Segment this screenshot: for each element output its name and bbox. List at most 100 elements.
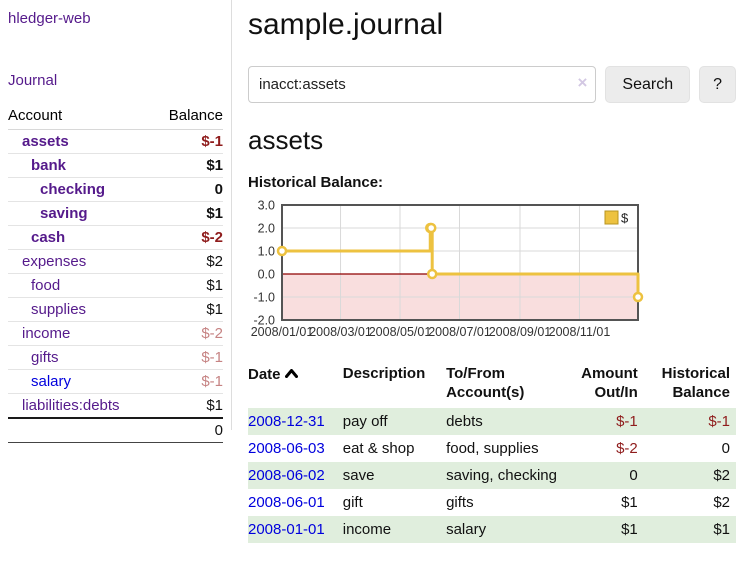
transaction-date-link[interactable]: 2008-01-01 [248, 521, 325, 538]
clear-search-icon[interactable]: × [577, 73, 588, 92]
main-content: sample.journal × Search ? assets Histori… [248, 0, 742, 543]
accounts-total-row: 0 [8, 417, 223, 443]
account-link[interactable]: assets [22, 133, 69, 150]
account-row: gifts $-1 [8, 345, 223, 370]
account-balance: $-2 [152, 321, 223, 346]
account-balance: $-1 [152, 345, 223, 370]
account-row: salary $-1 [8, 369, 223, 394]
transaction-balance: $1 [713, 521, 730, 538]
transaction-description: save [342, 467, 375, 484]
accounts-col-account: Account [8, 104, 153, 130]
transaction-row: 2008-01-01 income salary $1 $1 [248, 516, 736, 543]
transaction-date-link[interactable]: 2008-06-03 [248, 440, 325, 457]
transaction-balance: $-1 [708, 413, 730, 430]
transaction-date-link[interactable]: 2008-06-01 [248, 494, 325, 511]
svg-text:2008/05/01: 2008/05/01 [369, 325, 432, 339]
historical-balance-chart: $3.0 2.0 1.0 0.0 -1.0 -2.0 2008/01/01 2008/03/0… [248, 199, 736, 347]
account-link[interactable]: supplies [31, 301, 87, 318]
search-form: × Search ? [248, 66, 736, 103]
account-balance: $1 [152, 393, 223, 418]
account-row: income $-2 [8, 321, 223, 346]
account-link[interactable]: food [31, 277, 61, 294]
sidebar-item-journal[interactable]: Journal [8, 72, 58, 89]
sort-ascending-icon [284, 364, 298, 383]
register-col-balance: Historical Balance [661, 365, 730, 401]
transaction-description: eat & shop [342, 440, 415, 457]
account-link[interactable]: income [22, 325, 71, 342]
transaction-row: 2008-12-31 pay off debts $-1 $-1 [248, 408, 736, 435]
transaction-accounts: food, supplies [446, 440, 539, 457]
transaction-amount: 0 [629, 467, 638, 484]
register-col-accounts: To/From Account(s) [446, 365, 525, 401]
search-button[interactable]: Search [605, 66, 691, 103]
svg-text:$: $ [621, 211, 629, 226]
transaction-row: 2008-06-01 gift gifts $1 $2 [248, 489, 736, 516]
account-balance: $-2 [152, 225, 223, 250]
transaction-accounts: gifts [446, 494, 474, 511]
account-row: assets $-1 [8, 130, 223, 154]
transaction-description: pay off [342, 413, 388, 430]
account-link[interactable]: checking [40, 181, 106, 198]
account-link[interactable]: saving [40, 205, 88, 222]
transaction-row: 2008-06-02 save saving, checking 0 $2 [248, 462, 736, 489]
help-button[interactable]: ? [699, 66, 736, 103]
account-balance: $-1 [201, 133, 223, 150]
account-row: liabilities:debts $1 [8, 393, 223, 418]
svg-text:2.0: 2.0 [258, 222, 275, 236]
account-balance: $1 [152, 201, 223, 226]
account-link[interactable]: cash [31, 229, 66, 246]
transaction-accounts: debts [446, 413, 483, 430]
svg-text:-1.0: -1.0 [253, 291, 275, 305]
account-row: expenses $2 [8, 249, 223, 274]
transaction-balance: $2 [713, 494, 730, 511]
account-heading: assets [248, 125, 324, 155]
accounts-col-balance: Balance [152, 104, 223, 130]
account-row: supplies $1 [8, 297, 223, 322]
register-col-description: Description [342, 365, 426, 382]
transaction-amount: $-2 [616, 440, 638, 457]
account-link[interactable]: salary [31, 373, 72, 390]
page-title: sample.journal [248, 8, 444, 41]
account-link[interactable]: expenses [22, 253, 87, 270]
transaction-balance: 0 [721, 440, 730, 457]
accounts-table: Account Balance assets $-1 bank $1 checking 0… [8, 104, 223, 443]
register-col-date[interactable]: Date [248, 361, 343, 408]
search-input[interactable] [248, 66, 597, 103]
account-row: bank $1 [8, 153, 223, 178]
transaction-accounts: salary [446, 521, 487, 538]
account-balance: $1 [152, 153, 223, 178]
svg-text:2008/09/01: 2008/09/01 [489, 325, 552, 339]
svg-text:3.0: 3.0 [258, 199, 275, 213]
transaction-row: 2008-06-03 eat & shop food, supplies $-2 0 [248, 435, 736, 462]
account-balance: $1 [152, 297, 223, 322]
svg-text:2008/03/01: 2008/03/01 [309, 325, 372, 339]
sidebar: hledger-web Journal Account Balance asse… [0, 0, 232, 443]
transaction-accounts: saving, checking [446, 467, 557, 484]
app-title-link[interactable]: hledger-web [8, 10, 91, 27]
account-row: cash $-2 [8, 225, 223, 250]
svg-text:2008/01/01: 2008/01/01 [251, 325, 314, 339]
account-balance: $2 [152, 249, 223, 274]
account-link[interactable]: liabilities:debts [22, 397, 120, 414]
svg-text:1.0: 1.0 [258, 245, 275, 259]
transaction-amount: $1 [621, 494, 638, 511]
transaction-description: gift [342, 494, 363, 511]
account-balance: $-1 [152, 369, 223, 394]
svg-text:-2.0: -2.0 [253, 314, 275, 328]
account-balance: $1 [152, 273, 223, 298]
account-link[interactable]: gifts [31, 349, 59, 366]
transaction-description: income [342, 521, 392, 538]
register-table: Date Description To/From Account(s) Amou… [248, 361, 736, 543]
account-row: saving $1 [8, 201, 223, 226]
transaction-date-link[interactable]: 2008-12-31 [248, 413, 325, 430]
chart-label: Historical Balance: [248, 174, 384, 191]
account-balance: 0 [152, 177, 223, 202]
transaction-amount: $1 [621, 521, 638, 538]
transaction-amount: $-1 [616, 413, 638, 430]
svg-text:2008/07/01: 2008/07/01 [428, 325, 491, 339]
register-col-amount: Amount Out/In [581, 365, 638, 401]
account-row: checking 0 [8, 177, 223, 202]
svg-text:2008/11/01: 2008/11/01 [549, 325, 611, 339]
transaction-date-link[interactable]: 2008-06-02 [248, 467, 325, 484]
account-link[interactable]: bank [31, 157, 67, 174]
